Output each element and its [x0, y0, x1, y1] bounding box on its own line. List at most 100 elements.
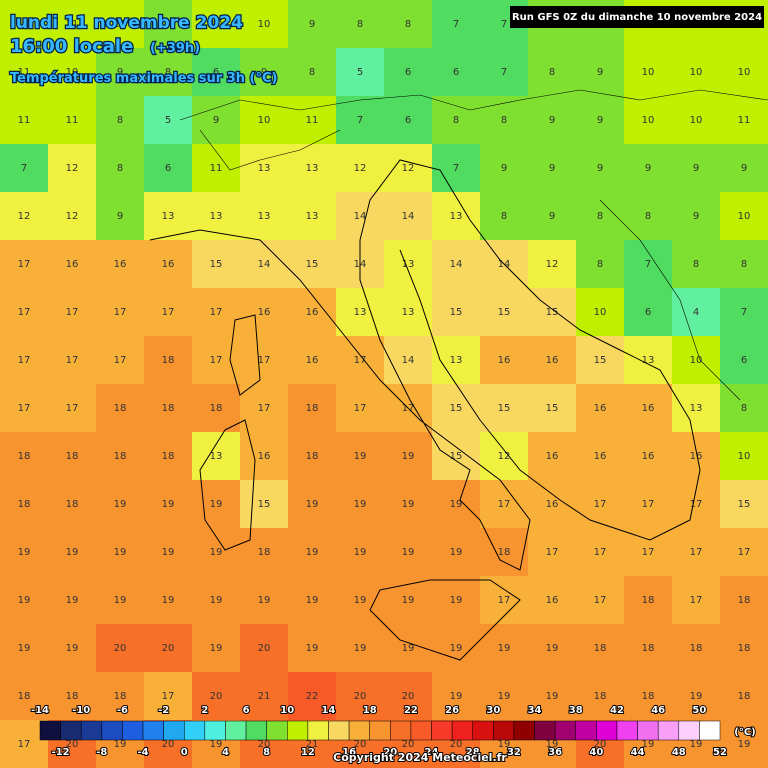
colorbar-tick-label: 46	[651, 705, 665, 716]
colorbar-swatch	[390, 720, 412, 741]
temperature-label: 19	[354, 595, 367, 606]
run-box	[510, 6, 764, 28]
temperature-cell	[384, 528, 433, 577]
temperature-cell	[336, 144, 385, 193]
temperature-label: 12	[498, 451, 511, 462]
colorbar-tick-label: 8	[263, 747, 270, 758]
temperature-label: 15	[258, 499, 271, 510]
colorbar-swatch	[678, 720, 700, 741]
colorbar-tick-label: 0	[181, 747, 188, 758]
temperature-cell	[528, 624, 577, 673]
temperature-label: 4	[693, 307, 699, 318]
temperature-label: 20	[354, 691, 367, 702]
temperature-cell	[96, 432, 145, 481]
temperature-label: 13	[306, 211, 319, 222]
temperature-cell	[336, 432, 385, 481]
temperature-label: 19	[210, 595, 223, 606]
temperature-label: 15	[450, 403, 463, 414]
colorbar-swatch	[554, 720, 577, 741]
colorbar-tick-label: -2	[158, 705, 169, 716]
temperature-label: 9	[549, 211, 555, 222]
temperature-cell	[528, 336, 577, 385]
temperature-cell	[48, 240, 97, 289]
temperature-cell	[720, 288, 768, 337]
temperature-cell	[144, 384, 193, 433]
temperature-label: 9	[213, 115, 219, 126]
temperature-cell	[672, 240, 721, 289]
field-name: Températures maximales sur 3h (°C)	[10, 71, 277, 86]
colorbar-tick-label: 32	[507, 747, 521, 758]
temperature-label: 8	[165, 67, 171, 78]
temperature-label: 6	[165, 163, 171, 174]
temperature-label: 7	[645, 259, 651, 270]
temperature-cell	[96, 144, 145, 193]
temperature-cell	[96, 0, 145, 49]
temperature-label: 19	[162, 595, 175, 606]
temperature-cell	[528, 96, 577, 145]
temperature-cell	[336, 192, 385, 241]
temperature-cell	[192, 96, 241, 145]
colorbar-tick-label: 22	[404, 705, 418, 716]
colorbar-swatch	[493, 720, 515, 741]
temperature-cell	[288, 384, 337, 433]
colorbar-swatch	[451, 720, 473, 741]
temperature-label: 17	[114, 355, 127, 366]
temperature-label: 17	[210, 355, 223, 366]
temperature-label: 19	[162, 547, 175, 558]
temperature-label: 10	[738, 451, 751, 462]
temperature-cell	[144, 48, 193, 97]
temperature-cell	[144, 480, 193, 529]
temperature-label: 19	[210, 547, 223, 558]
temperature-label: 16	[498, 355, 511, 366]
temperature-label: 18	[114, 451, 127, 462]
temperature-label: 18	[162, 451, 175, 462]
temperature-cell	[432, 528, 481, 577]
temperature-label: 9	[597, 67, 603, 78]
temperature-label: 18	[690, 643, 703, 654]
temperature-label: 20	[258, 643, 271, 654]
temperature-cell	[576, 624, 625, 673]
temperature-cell	[480, 288, 529, 337]
colorbar-tick-label: -8	[96, 747, 107, 758]
temperature-label: 14	[354, 211, 367, 222]
borders	[179, 89, 768, 401]
colorbar-swatch	[431, 720, 453, 741]
temperature-label: 17	[594, 595, 607, 606]
temperature-cell	[528, 192, 577, 241]
temperature-cell	[240, 672, 289, 721]
temperature-cell	[192, 672, 241, 721]
temperature-label: 5	[357, 67, 363, 78]
temperature-label: 19	[402, 451, 415, 462]
temperature-cell	[288, 624, 337, 673]
temperature-cell	[624, 288, 673, 337]
temperature-cell	[672, 96, 721, 145]
temperature-label: 19	[162, 499, 175, 510]
temperature-cell	[0, 144, 49, 193]
temperature-label: 19	[306, 547, 319, 558]
temperature-cell	[240, 576, 289, 625]
temperature-cell	[48, 192, 97, 241]
temperature-cell	[480, 432, 529, 481]
colorbar-tick-label: 26	[445, 705, 459, 716]
temperature-label: 18	[210, 403, 223, 414]
colorbar-swatch	[472, 720, 494, 741]
temperature-label: 6	[645, 307, 651, 318]
temperature-cell	[672, 528, 721, 577]
colorbar-tick-label: -12	[52, 747, 70, 758]
temperature-label: 18	[594, 643, 607, 654]
temperature-label: 12	[402, 163, 415, 174]
temperature-label: 19	[210, 739, 223, 750]
temperature-cell	[0, 240, 49, 289]
colorbar-tick-label: 40	[589, 747, 603, 758]
colorbar-swatch	[575, 720, 597, 741]
temperature-cell	[384, 96, 433, 145]
temperature-cell	[480, 480, 529, 529]
temperature-label: 17	[210, 307, 223, 318]
temperature-label: 20	[114, 643, 127, 654]
temperature-label: 7	[21, 163, 27, 174]
temperature-label: 14	[258, 259, 271, 270]
temperature-label: 9	[501, 163, 507, 174]
temperature-cell	[240, 144, 289, 193]
temperature-cell	[336, 0, 385, 49]
colorbar-tick-label: 24	[425, 747, 439, 758]
